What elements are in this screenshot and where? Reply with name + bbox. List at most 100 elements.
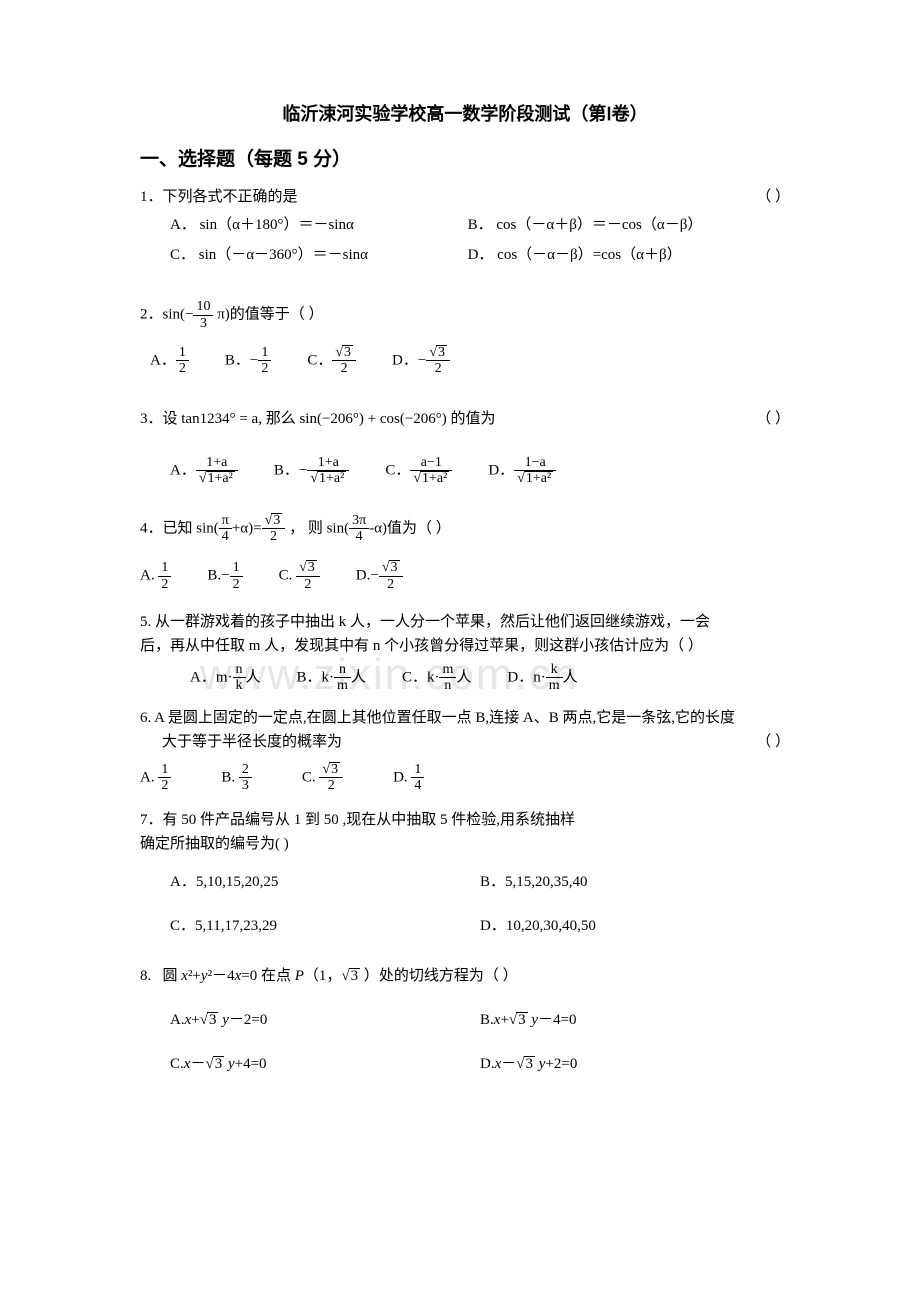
q1-opt-c: C． sin（－α－360°）＝－sinα bbox=[170, 243, 468, 267]
q6-dn: 1 bbox=[411, 762, 424, 778]
q2-dd: 2 bbox=[426, 361, 450, 376]
q2-an: 1 bbox=[176, 345, 189, 361]
q4-c: C. bbox=[279, 568, 293, 584]
q5-an: n bbox=[233, 662, 246, 678]
q4-cd: 2 bbox=[296, 577, 320, 592]
q6-an: 1 bbox=[158, 762, 171, 778]
question-6: 6. A 是圆上固定的一定点,在圆上其他位置任取一点 B,连接 A、B 两点,它… bbox=[140, 706, 790, 794]
q5-bn: n bbox=[334, 662, 351, 678]
q8-b: B.x+3 y－4=0 bbox=[480, 1008, 790, 1032]
q4-an: 1 bbox=[158, 560, 171, 576]
q6-c: C. bbox=[302, 769, 316, 785]
q2-a: A． bbox=[150, 352, 176, 368]
q2-cn: 3 bbox=[332, 345, 356, 361]
q5-ap: 人 bbox=[246, 669, 261, 685]
q6-cd: 2 bbox=[319, 778, 343, 793]
q3-cn: a−1 bbox=[410, 455, 452, 471]
q5-dn: k bbox=[546, 662, 563, 678]
q7-b: B．5,15,20,35,40 bbox=[480, 870, 790, 894]
q2-dn: 3 bbox=[426, 345, 450, 361]
q3-bd: 1+a² bbox=[307, 471, 349, 486]
q3-stem: 3．设 tan1234° = a, 那么 sin(−206°) + cos(−2… bbox=[140, 411, 496, 427]
q5-cp: 人 bbox=[456, 669, 471, 685]
q4-ad: 2 bbox=[158, 577, 171, 592]
q5-dd: m bbox=[546, 678, 563, 693]
exam-title: 临沂涑河实验学校高一数学阶段测试（第Ⅰ卷） bbox=[140, 100, 790, 129]
q6-b: B. bbox=[221, 769, 235, 785]
question-1: 1．下列各式不正确的是 （ ） A． sin（α＋180°）＝－sinα B． … bbox=[140, 185, 790, 273]
q3-ad: 1+a² bbox=[196, 471, 238, 486]
q5-l1: 5. 从一群游戏着的孩子中抽出 k 人，一人分一个苹果，然后让他们返回继续游戏，… bbox=[140, 610, 790, 634]
q1-opt-d: D． cos（－α－β）=cos（α＋β） bbox=[468, 243, 766, 267]
q2-cd: 2 bbox=[332, 361, 356, 376]
q4-bd: 2 bbox=[230, 577, 243, 592]
q6-bn: 2 bbox=[239, 762, 252, 778]
q2-b: B．− bbox=[225, 352, 258, 368]
q6-dd: 4 bbox=[411, 778, 424, 793]
q3-an: 1+a bbox=[196, 455, 238, 471]
q5-cd: n bbox=[439, 678, 456, 693]
question-7: 7．有 50 件产品编号从 1 到 50 ,现在从中抽取 5 件检验,用系统抽样… bbox=[140, 808, 790, 938]
section-heading: 一、选择题（每题 5 分） bbox=[140, 145, 790, 175]
q6-bd: 3 bbox=[239, 778, 252, 793]
q6-paren: （ ） bbox=[756, 730, 790, 754]
q5-ad: k bbox=[233, 678, 246, 693]
q6-l2: 大于等于半径长度的概率为 bbox=[162, 734, 342, 750]
q6-l1: 6. A 是圆上固定的一定点,在圆上其他位置任取一点 B,连接 A、B 两点,它… bbox=[140, 706, 790, 730]
q4-f1n: π bbox=[219, 513, 232, 529]
q7-l1: 7．有 50 件产品编号从 1 到 50 ,现在从中抽取 5 件检验,用系统抽样 bbox=[140, 808, 790, 832]
q4-b: B.− bbox=[207, 568, 229, 584]
q5-c: C．k· bbox=[402, 669, 440, 685]
q7-d: D．10,20,30,40,50 bbox=[480, 914, 790, 938]
q3-dd: 1+a² bbox=[514, 471, 556, 486]
q4-m1: +α)= bbox=[232, 520, 262, 536]
q6-d: D. bbox=[393, 769, 408, 785]
q4-dn: 3 bbox=[379, 560, 403, 576]
q2-c: C． bbox=[307, 352, 332, 368]
q5-bd: m bbox=[334, 678, 351, 693]
q4-d: D.− bbox=[356, 568, 379, 584]
q6-a: A. bbox=[140, 769, 155, 785]
q3-paren: （ ） bbox=[756, 407, 790, 431]
q4-f3n: 3π bbox=[349, 513, 369, 529]
q8-d: D.x－3 y+2=0 bbox=[480, 1052, 790, 1076]
question-2: 2．sin(−103 π)的值等于（ ） A．12 B．−12 C．32 D．−… bbox=[140, 299, 790, 377]
q6-ad: 2 bbox=[158, 778, 171, 793]
q5-a: A．m· bbox=[190, 669, 233, 685]
q4-post: -α)值为（ ） bbox=[369, 520, 451, 536]
q2-ad: 2 bbox=[176, 361, 189, 376]
q3-cd: 1+a² bbox=[410, 471, 452, 486]
q5-dp: 人 bbox=[563, 669, 578, 685]
q2-post: π)的值等于（ ） bbox=[213, 307, 323, 323]
q3-dn: 1−a bbox=[514, 455, 556, 471]
q2-d: D．− bbox=[392, 352, 426, 368]
q5-cn: m bbox=[439, 662, 456, 678]
q4-cn: 3 bbox=[296, 560, 320, 576]
q4-bn: 1 bbox=[230, 560, 243, 576]
q2-bn: 1 bbox=[258, 345, 271, 361]
q3-a: A． bbox=[170, 462, 196, 478]
q2-bd: 2 bbox=[258, 361, 271, 376]
q1-opt-a: A． sin（α＋180°）＝－sinα bbox=[170, 213, 468, 237]
q4-f3d: 4 bbox=[349, 529, 369, 544]
q6-cn: 3 bbox=[319, 762, 343, 778]
q3-d: D． bbox=[488, 462, 514, 478]
q7-c: C．5,11,17,23,29 bbox=[170, 914, 480, 938]
question-3: 3．设 tan1234° = a, 那么 sin(−206°) + cos(−2… bbox=[140, 407, 790, 487]
q4-dd: 2 bbox=[379, 577, 403, 592]
q3-b: B．− bbox=[274, 462, 307, 478]
q4-f2n: 3 bbox=[262, 513, 286, 529]
q5-b: B．k· bbox=[297, 669, 335, 685]
question-8: 8. 圆 x²+y²－4x=0 在点 P（1，3 ）处的切线方程为（ ） A.x… bbox=[140, 964, 790, 1076]
q4-pre: 4．已知 sin( bbox=[140, 520, 219, 536]
q5-bp: 人 bbox=[351, 669, 366, 685]
question-4: 4．已知 sin(π4+α)=32 ， 则 sin(3π4-α)值为（ ） A.… bbox=[140, 513, 790, 593]
q4-f2d: 2 bbox=[262, 529, 286, 544]
q1-stem: 1．下列各式不正确的是 bbox=[140, 189, 298, 205]
q3-c: C． bbox=[385, 462, 410, 478]
q5-l2: 后，再从中任取 m 人，发现其中有 n 个小孩曾分得过苹果，则这群小孩估计应为（… bbox=[140, 634, 790, 658]
q8-c: C.x－3 y+4=0 bbox=[170, 1052, 480, 1076]
q4-f1d: 4 bbox=[219, 529, 232, 544]
q8-stem: 8. 圆 x²+y²－4x=0 在点 P（1，3 ）处的切线方程为（ ） bbox=[140, 964, 790, 988]
q2-den: 3 bbox=[193, 316, 213, 331]
